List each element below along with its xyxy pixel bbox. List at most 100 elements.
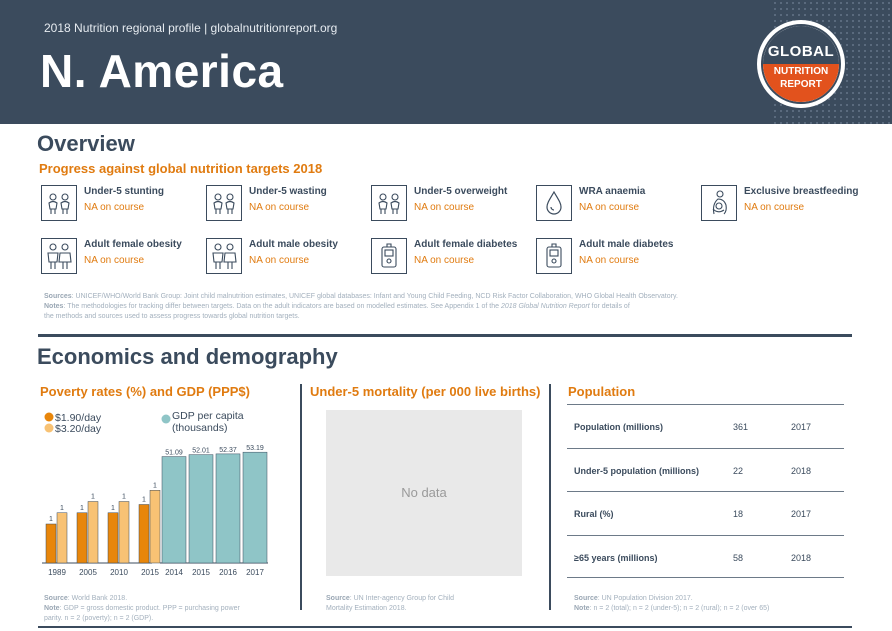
table-row: Rural (%) 18 2017 [567, 491, 844, 535]
population-note-label: Note [574, 605, 590, 612]
children-icon [371, 185, 407, 221]
bar-label-320-2015: 1 [153, 482, 157, 489]
bar-190-2015 [138, 504, 150, 564]
target-exclusive-breastfeeding: Exclusive breastfeeding NA on course [701, 185, 866, 225]
population-source: Source: UN Population Division 2017. Not… [574, 594, 844, 614]
glucose-meter-icon [371, 238, 407, 274]
legend-label-gdp: GDP per capita [172, 410, 244, 422]
population-row-value: 361 [733, 422, 749, 432]
legend-marker-190 [44, 412, 54, 422]
bar-label-190-2010: 1 [111, 505, 115, 512]
target-adult-female-obesity: Adult female obesity NA on course [41, 238, 206, 278]
mortality-title: Under-5 mortality (per 000 live births) [310, 384, 541, 399]
target-status: NA on course [84, 202, 145, 213]
bar-gdp-2017 [242, 451, 268, 564]
bar-label-190-2015: 1 [142, 497, 146, 504]
population-table: Population (millions) 361 2017 Under-5 popu… [567, 404, 844, 578]
poverty-note-label: Note [44, 605, 60, 612]
notes-text: : The methodologies for tracking differ … [63, 303, 501, 310]
table-row: Population (millions) 361 2017 [567, 404, 844, 448]
overview-sources: Sources: UNICEF/WHO/World Bank Group: Jo… [44, 292, 844, 322]
population-row-label: ≥65 years (millions) [574, 552, 658, 563]
bar-gdp-2015 [188, 454, 214, 564]
poverty-note-text: : GDP = gross domestic product. PPP = pu… [59, 605, 240, 612]
poverty-tick-1989: 1989 [48, 568, 66, 577]
gdp-tick-2014: 2014 [165, 568, 183, 577]
logo-line-3: REPORT [780, 79, 822, 90]
table-row: Under-5 population (millions) 22 2018 [567, 447, 844, 492]
notes-line-3: the methods and sources used to assess p… [44, 313, 300, 320]
bar-190-2010 [107, 512, 119, 564]
target-wra-anaemia: WRA anaemia NA on course [536, 185, 701, 225]
mortality-no-data-panel: No data [326, 410, 522, 576]
poverty-tick-2010: 2010 [110, 568, 128, 577]
children-icon [41, 185, 77, 221]
mortality-source-text: : UN Inter-agency Group for Child [349, 595, 454, 602]
targets-subheading: Progress against global nutrition target… [39, 161, 323, 176]
report-subtitle: 2018 Nutrition regional profile | global… [44, 21, 338, 35]
target-status: NA on course [84, 255, 145, 266]
population-source-text: : UN Population Division 2017. [597, 595, 693, 602]
target-name: Under-5 overweight [414, 186, 508, 197]
economics-heading: Economics and demography [37, 344, 338, 369]
mortality-source-line-2: Mortality Estimation 2018. [326, 605, 407, 612]
gdp-tick-2016: 2016 [219, 568, 237, 577]
bottom-divider [38, 626, 852, 628]
population-row-year: 2018 [791, 552, 812, 563]
target-name: WRA anaemia [579, 186, 646, 197]
legend-label-gdp-2: (thousands) [172, 422, 227, 434]
glucose-meter-icon [536, 238, 572, 274]
poverty-source: Source: World Bank 2018. Note: GDP = gro… [44, 594, 289, 624]
target-status: NA on course [249, 202, 310, 213]
gdp-tick-2017: 2017 [246, 568, 264, 577]
target-status: NA on course [249, 255, 310, 266]
population-title: Population [568, 384, 636, 399]
column-divider-1 [300, 384, 302, 610]
population-note-text: : n = 2 (total); n = 2 (under-5); n = 2 … [589, 605, 770, 612]
population-row-value: 58 [733, 552, 744, 563]
poverty-note-line-2: parity. n = 2 (poverty); n = 2 (GDP). [44, 615, 154, 622]
section-divider [38, 334, 852, 337]
adults-icon [206, 238, 242, 274]
no-data-text: No data [401, 485, 447, 500]
overview-heading: Overview [37, 131, 135, 156]
bar-320-2010 [118, 501, 130, 564]
global-nutrition-report-logo: GLOBAL NUTRITION REPORT [757, 20, 845, 108]
legend-marker-320 [44, 423, 54, 433]
target-under-5-overweight: Under-5 overweight NA on course [371, 185, 536, 225]
poverty-source-label: Source [44, 595, 68, 602]
target-status: NA on course [744, 202, 805, 213]
population-row-label: Under-5 population (millions) [574, 465, 699, 476]
target-under-5-stunting: Under-5 stunting NA on course [41, 185, 206, 225]
bar-320-2015 [149, 490, 161, 564]
population-row-year: 2017 [791, 422, 812, 432]
sources-text: : UNICEF/WHO/World Bank Group: Joint chi… [71, 293, 678, 300]
bar-320-2005 [87, 501, 99, 564]
logo-line-2: NUTRITION [773, 66, 829, 77]
legend-marker-gdp [161, 414, 171, 424]
legend-label-190: $1.90/day [55, 412, 102, 424]
poverty-tick-2005: 2005 [79, 568, 97, 577]
population-row-label: Rural (%) [574, 509, 614, 519]
mortality-source-label: Source [326, 595, 350, 602]
notes-label: Notes [44, 303, 64, 310]
logo-line-1: GLOBAL [767, 43, 835, 60]
target-name: Exclusive breastfeeding [744, 186, 859, 197]
bar-190-1989 [45, 523, 57, 564]
target-name: Adult female obesity [84, 239, 182, 250]
poverty-gdp-chart: $1.90/day$3.20/day GDP per capita(thousan… [42, 410, 268, 577]
children-icon [206, 185, 242, 221]
bar-label-gdp-2016: 52.37 [219, 447, 237, 454]
blood-drop-icon [536, 185, 572, 221]
bar-gdp-2014 [161, 456, 187, 564]
legend-label-320: $3.20/day [55, 423, 102, 435]
mortality-source: Source: UN Inter-agency Group for Child … [326, 594, 526, 614]
page-title: N. America [40, 45, 284, 97]
gdp-tick-2015: 2015 [192, 568, 210, 577]
bar-label-gdp-2017: 53.19 [246, 445, 264, 452]
target-status: NA on course [414, 255, 475, 266]
target-under-5-wasting: Under-5 wasting NA on course [206, 185, 371, 225]
bar-label-gdp-2015: 52.01 [192, 448, 210, 455]
population-row-value: 18 [733, 509, 744, 519]
bar-label-gdp-2014: 51.09 [165, 450, 183, 457]
